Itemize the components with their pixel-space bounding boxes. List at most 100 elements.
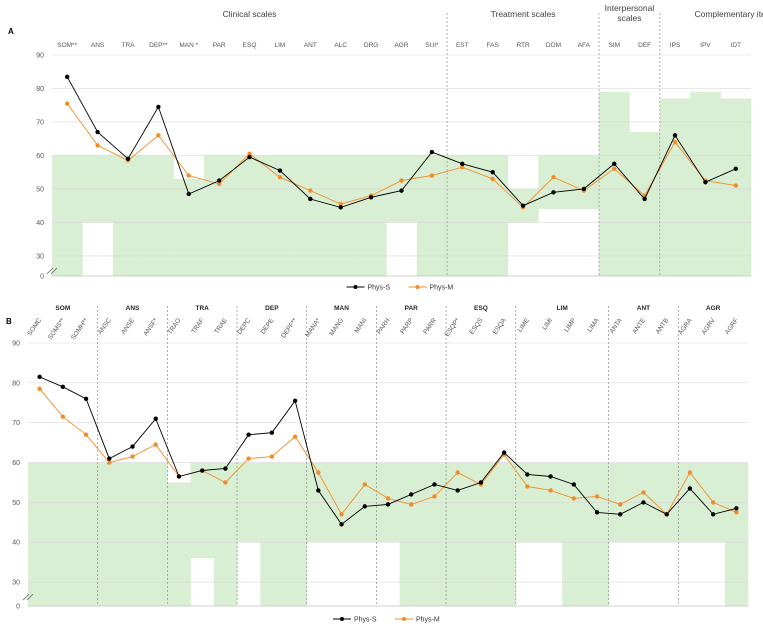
category-label: MANG [328,317,345,337]
data-point [339,522,344,527]
data-point [733,166,739,172]
category-label: EST [456,42,469,49]
data-point [571,482,577,487]
data-point [687,470,693,475]
y-tick-label: 60 [12,460,20,467]
category-label: SOMC [26,317,43,337]
data-point [490,169,495,175]
category-label: AFA [578,42,591,49]
data-point [292,398,298,403]
category-label: ANSC [97,317,113,336]
data-point [269,454,275,459]
reference-band-segment [447,155,478,276]
category-label: ESQS [468,317,484,336]
data-point [199,468,205,473]
data-point [432,494,437,499]
reference-band-segment [469,462,493,606]
reference-band-segment [629,132,661,276]
data-point [612,161,617,167]
data-point [460,164,465,170]
data-point [642,196,647,202]
reference-band-segment [585,462,609,606]
data-point [581,186,587,192]
category-label: PARH [376,317,392,336]
data-point [83,432,89,437]
y-tick-label: 90 [36,53,44,60]
legend-marker [415,285,420,289]
data-point [339,512,344,517]
category-label: ANT [304,42,317,49]
reference-band-segment [28,462,52,606]
data-point [710,512,716,517]
group-label: SOM [55,305,70,312]
group-label: PAR [405,305,419,312]
legend-label: Phys-S [368,285,391,292]
reference-band-segment [190,462,215,559]
reference-band-segment [659,98,691,276]
panel-letter: A [8,27,14,36]
data-point [734,506,739,511]
reference-band-segment [325,155,357,276]
category-label: LIMI [541,317,554,332]
legend-marker [353,285,358,289]
category-label: DRG [364,42,378,49]
reference-band-segment [74,462,98,606]
category-label: SOM** [57,42,77,49]
y-tick-label: 80 [36,86,44,93]
data-point [525,484,530,489]
data-point [246,456,251,461]
category-label: TRAE [213,317,229,336]
data-point [223,466,228,471]
group-label: TRA [196,305,210,312]
category-label: RTR [516,42,530,49]
reference-band-segment [213,462,238,606]
data-point [409,492,414,497]
reference-band-segment [52,155,83,276]
group-label: ANT [637,305,650,312]
data-point [60,384,66,390]
data-point [733,183,739,188]
panel-a-chart: A 0 30 40 50 60 70 80 90 Clinical scales Treatment… [8,3,763,292]
legend-marker [340,617,344,621]
data-point [525,472,530,477]
category-label: AGRF [724,317,740,336]
y-tick-label: 70 [12,420,20,427]
group-label: ESQ [474,305,488,312]
y-tick-label: 0 [40,274,44,281]
data-point [501,450,507,455]
group-label: DEP [265,305,279,312]
data-point [37,386,42,392]
reference-band-segment [144,462,168,606]
data-point [551,175,556,180]
category-label: SUI* [425,42,439,49]
data-point [186,173,191,178]
data-point [292,434,298,439]
axis-break-mark [22,593,34,601]
data-point [130,454,135,459]
reference-band-segment [264,155,296,276]
y-tick-label: 50 [36,186,44,193]
category-label: ANTB [655,317,671,335]
data-point [176,474,182,479]
category-label: IPS [670,42,681,49]
data-point [548,488,553,493]
legend-label: Phys-M [430,285,454,292]
data-point [734,510,739,515]
data-point [641,500,646,505]
data-point [223,480,228,485]
data-point [429,149,435,155]
data-point [153,442,158,447]
data-point [455,470,460,475]
data-point [641,490,646,495]
data-point [83,396,89,401]
category-label: PARP [399,317,415,335]
y-tick-label: 90 [12,341,20,348]
data-point [520,203,526,208]
category-label: SOMH** [70,317,90,342]
category-label: TRAF [190,317,205,335]
data-point [385,496,391,501]
category-label: ESQA [492,317,508,336]
legend-marker [402,617,406,621]
group-label: Interpersonal scales [605,3,655,23]
